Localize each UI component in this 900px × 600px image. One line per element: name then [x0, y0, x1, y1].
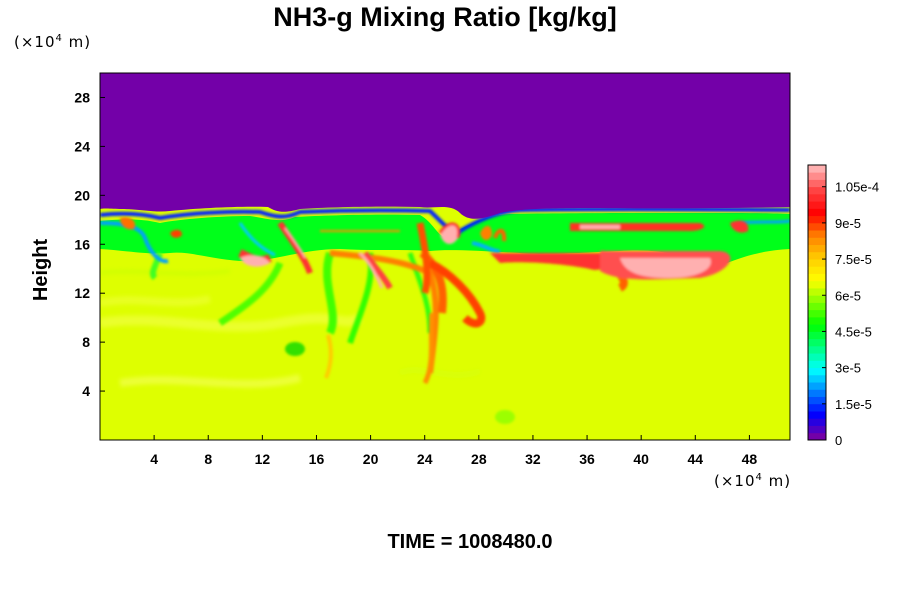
time-label: TIME = 1008480.0 [387, 531, 553, 553]
colorbar-swatch [808, 302, 826, 311]
colorbar-swatch [808, 403, 826, 412]
y-tick-label: 24 [74, 138, 90, 154]
colorbar-swatch [808, 273, 826, 282]
colorbar-ticks: 0 1.5e-5 3e-5 4.5e-5 6e-5 7.5e-5 9e-5 1.05e-4 [822, 180, 879, 448]
colorbar-swatch [808, 208, 826, 217]
colorbar-swatches [808, 165, 826, 441]
y-axis-ticks: 4 8 12 16 20 24 28 [74, 89, 105, 399]
lower-streaks [100, 269, 482, 388]
colorbar-swatch [808, 345, 826, 354]
colorbar-tick-label: 4.5e-5 [835, 324, 872, 339]
upper-layer [100, 73, 790, 219]
colorbar-swatch [808, 425, 826, 434]
colorbar-swatch [808, 353, 826, 361]
y-tick-label: 16 [74, 236, 90, 252]
colorbar-swatch [808, 331, 826, 340]
colorbar: 0 1.5e-5 3e-5 4.5e-5 6e-5 7.5e-5 9e-5 1.05e-4 [807, 164, 879, 448]
colorbar-tick-label: 1.05e-4 [835, 180, 879, 195]
colorbar-swatch [808, 411, 826, 419]
colorbar-swatch [808, 237, 826, 246]
colorbar-swatch [808, 418, 826, 426]
blue-edges [100, 207, 790, 264]
colorbar-swatch [808, 389, 826, 397]
x-tick-label: 16 [309, 451, 325, 467]
y-tick-label: 12 [74, 285, 90, 301]
x-tick-label: 48 [742, 451, 758, 467]
y-tick-label: 28 [74, 89, 90, 105]
colorbar-tick-label: 6e-5 [835, 288, 861, 303]
plot-area [100, 73, 790, 440]
colorbar-swatch [808, 316, 826, 325]
heatmap-field [100, 73, 790, 440]
colorbar-swatch [808, 165, 826, 173]
colorbar-swatch [808, 324, 826, 332]
colorbar-swatch [808, 382, 826, 390]
colorbar-swatch [808, 179, 826, 188]
colorbar-swatch [808, 186, 826, 195]
colorbar-tick-label: 7.5e-5 [835, 252, 872, 267]
colorbar-swatch [808, 396, 826, 405]
colorbar-swatch [808, 222, 826, 231]
colorbar-tick-label: 0 [835, 433, 842, 448]
colorbar-swatch [808, 266, 826, 274]
y-tick-label: 8 [82, 334, 90, 350]
x-tick-label: 28 [471, 451, 487, 467]
colorbar-swatch [808, 374, 826, 383]
colorbar-swatch [808, 172, 826, 180]
colorbar-swatch [808, 193, 826, 202]
colorbar-swatch [808, 338, 826, 347]
x-tick-label: 12 [255, 451, 271, 467]
x-axis-ticks: 4 8 12 16 20 24 28 32 36 40 44 48 [150, 435, 757, 467]
colorbar-swatch [808, 432, 826, 441]
y-axis-unit: (×104 m) [14, 33, 92, 51]
x-tick-label: 32 [525, 451, 541, 467]
colorbar-swatch [808, 230, 826, 238]
colorbar-swatch [808, 259, 826, 267]
x-tick-label: 24 [417, 451, 433, 467]
y-tick-label: 20 [74, 187, 90, 203]
y-tick-label: 4 [82, 383, 90, 399]
x-tick-label: 36 [579, 451, 595, 467]
colorbar-tick-label: 3e-5 [835, 361, 861, 376]
colorbar-tick-label: 1.5e-5 [835, 397, 872, 412]
colorbar-swatch [808, 280, 826, 289]
x-tick-label: 8 [204, 451, 212, 467]
plot-frame [99, 72, 791, 441]
colorbar-swatch [808, 367, 826, 376]
x-axis-unit: (×104 m) [714, 472, 792, 490]
colorbar-swatch [808, 309, 826, 318]
colorbar-swatch [808, 360, 826, 369]
x-tick-label: 40 [633, 451, 649, 467]
x-tick-label: 44 [688, 451, 704, 467]
x-tick-label: 20 [363, 451, 379, 467]
x-tick-label: 4 [150, 451, 158, 467]
colorbar-swatch [808, 295, 826, 303]
colorbar-swatch [808, 288, 826, 296]
colorbar-swatch [808, 215, 826, 224]
colorbar-swatch [808, 251, 826, 260]
colorbar-tick-label: 9e-5 [835, 216, 861, 231]
colorbar-swatch [808, 201, 826, 209]
colorbar-swatch [808, 244, 826, 253]
high-concentration-features [120, 217, 749, 385]
colorbar-frame [807, 164, 827, 441]
chart-title: NH3-g Mixing Ratio [kg/kg] [273, 2, 617, 32]
